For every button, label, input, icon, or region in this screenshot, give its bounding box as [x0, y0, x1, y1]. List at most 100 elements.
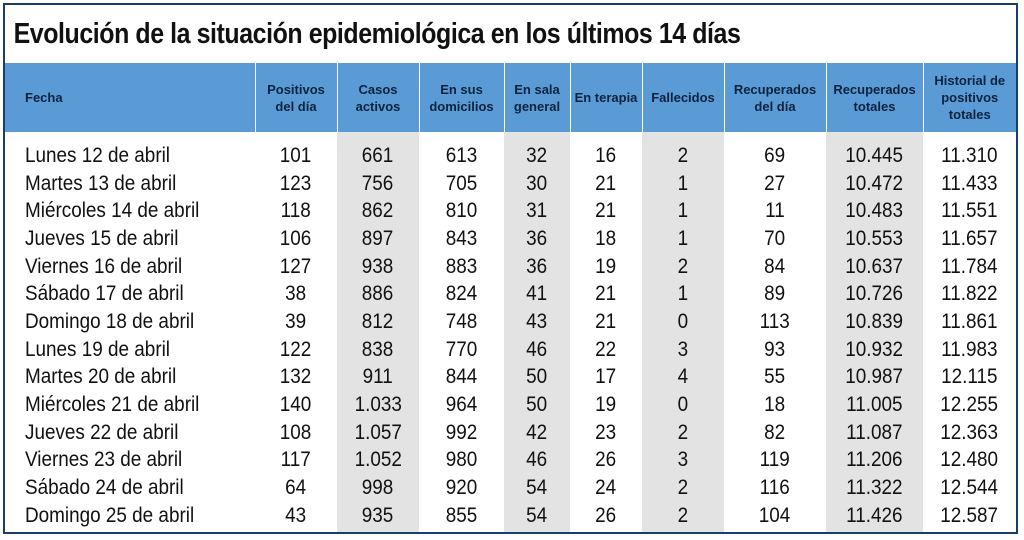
cell-value: 64 — [285, 476, 307, 500]
cell-en-terapia: 26 — [570, 502, 642, 532]
cell-value: 140 — [280, 393, 312, 417]
cell-value: 11.551 — [941, 199, 998, 223]
cell-value: 117 — [280, 448, 312, 472]
column-header-recuperados-del-dia: Recuperados del día — [723, 63, 826, 132]
cell-fecha: Miércoles 21 de abril — [5, 391, 255, 419]
cell-historial-de-positivos-totales: 12.363 — [923, 419, 1016, 447]
cell-fecha: Viernes 16 de abril — [5, 253, 255, 281]
cell-value: 2 — [677, 143, 689, 167]
cell-en-sus-domicilios: 705 — [419, 170, 504, 198]
cell-value: 613 — [445, 143, 478, 167]
cell-value: 106 — [280, 226, 312, 250]
cell-value: 122 — [280, 337, 312, 361]
cell-value: Miércoles 14 de abril — [25, 199, 200, 223]
cell-value: 770 — [445, 337, 478, 361]
cell-value: 43 — [526, 309, 548, 333]
cell-value: 0 — [677, 393, 689, 417]
cell-value: 11.983 — [941, 337, 998, 361]
cell-recuperados-del-dia: 113 — [724, 308, 826, 336]
cell-value: 36 — [526, 226, 548, 250]
cell-en-sus-domicilios: 770 — [419, 336, 504, 364]
cell-en-sus-domicilios: 810 — [419, 197, 504, 225]
cell-en-terapia: 21 — [570, 197, 642, 225]
cell-fallecidos: 1 — [642, 197, 724, 226]
cell-fallecidos: 0 — [642, 391, 724, 419]
cell-fallecidos: 4 — [642, 363, 724, 392]
cell-value: 16 — [595, 143, 617, 167]
cell-value: Miércoles 21 de abril — [25, 393, 200, 417]
cell-recuperados-del-dia: 70 — [724, 225, 826, 253]
cell-fecha: Lunes 12 de abril — [5, 132, 255, 170]
cell-value: 21 — [595, 309, 617, 333]
cell-casos-activos: 756 — [337, 169, 419, 198]
cell-recuperados-totales: 11.005 — [826, 391, 923, 419]
cell-value: 118 — [280, 199, 312, 223]
page-title: Evolución de la situación epidemiológica… — [13, 18, 741, 50]
cell-fallecidos: 0 — [642, 308, 724, 336]
cell-value: 10.472 — [845, 171, 904, 195]
cell-value: 11.784 — [941, 254, 998, 278]
cell-value: 31 — [526, 199, 548, 223]
cell-value: 10.445 — [845, 143, 904, 167]
cell-fallecidos: 2 — [642, 501, 724, 532]
cell-value: 844 — [445, 365, 478, 389]
cell-value: 69 — [764, 143, 786, 167]
cell-value: 1 — [677, 226, 689, 250]
cell-value: 998 — [362, 476, 394, 500]
cell-value: 11.310 — [941, 143, 998, 167]
cell-fecha: Martes 20 de abril — [5, 364, 255, 392]
cell-value: 661 — [362, 143, 394, 167]
cell-en-sus-domicilios: 883 — [419, 253, 504, 281]
cell-value: 11.426 — [846, 503, 903, 527]
cell-en-sala-general: 46 — [504, 446, 570, 475]
cell-value: 70 — [764, 226, 786, 250]
cell-value: 18 — [764, 393, 786, 417]
cell-fecha: Lunes 19 de abril — [5, 336, 255, 364]
cell-value: 2 — [677, 254, 689, 278]
cell-historial-de-positivos-totales: 11.861 — [923, 308, 1016, 336]
cell-value: 12.363 — [940, 420, 999, 444]
cell-positivos-del-dia: 106 — [255, 225, 337, 253]
cell-value: 89 — [764, 282, 786, 306]
table-row: Viernes 16 de abril 127 938 883 36 19 2 84 10.63… — [5, 252, 1016, 281]
cell-fallecidos: 2 — [642, 418, 724, 447]
cell-value: 21 — [595, 171, 617, 195]
cell-positivos-del-dia: 108 — [255, 419, 337, 447]
cell-fallecidos: 2 — [642, 132, 724, 170]
cell-value: Martes 13 de abril — [25, 171, 177, 195]
cell-value: 748 — [445, 309, 478, 333]
cell-value: 11.822 — [941, 282, 998, 306]
cell-value: 123 — [280, 171, 312, 195]
cell-value: Lunes 19 de abril — [25, 337, 171, 361]
cell-value: 10.839 — [845, 309, 904, 333]
cell-fecha: Jueves 22 de abril — [5, 419, 255, 447]
cell-value: 938 — [362, 254, 394, 278]
cell-value: 11.861 — [941, 309, 998, 333]
cell-en-sala-general: 46 — [504, 335, 570, 364]
cell-en-sala-general: 41 — [504, 280, 570, 309]
cell-value: 12.587 — [940, 503, 999, 527]
column-header-en-terapia: En terapia — [569, 63, 642, 132]
cell-recuperados-del-dia: 89 — [724, 280, 826, 308]
cell-positivos-del-dia: 118 — [255, 197, 337, 225]
cell-recuperados-del-dia: 116 — [724, 474, 826, 502]
header-row: Fecha Positivos del día Casos activos En su… — [5, 63, 1016, 132]
cell-fallecidos: 3 — [642, 335, 724, 364]
cell-value: 55 — [764, 365, 786, 389]
cell-value: 705 — [445, 171, 478, 195]
cell-value: 50 — [526, 393, 548, 417]
cell-historial-de-positivos-totales: 11.657 — [923, 225, 1016, 253]
cell-historial-de-positivos-totales: 12.587 — [923, 502, 1016, 532]
cell-positivos-del-dia: 122 — [255, 336, 337, 364]
cell-casos-activos: 838 — [337, 335, 419, 364]
cell-positivos-del-dia: 38 — [255, 280, 337, 308]
cell-historial-de-positivos-totales: 12.544 — [923, 474, 1016, 502]
cell-value: Sábado 24 de abril — [25, 476, 184, 500]
cell-value: 911 — [362, 365, 394, 389]
table-row: Sábado 17 de abril 38 886 824 41 21 1 89 10.726 1… — [5, 280, 1016, 309]
cell-value: 812 — [362, 309, 394, 333]
cell-en-sala-general: 32 — [504, 132, 570, 170]
cell-en-sala-general: 31 — [504, 197, 570, 226]
cell-recuperados-totales: 11.322 — [826, 474, 923, 502]
cell-fecha: Viernes 23 de abril — [5, 447, 255, 475]
